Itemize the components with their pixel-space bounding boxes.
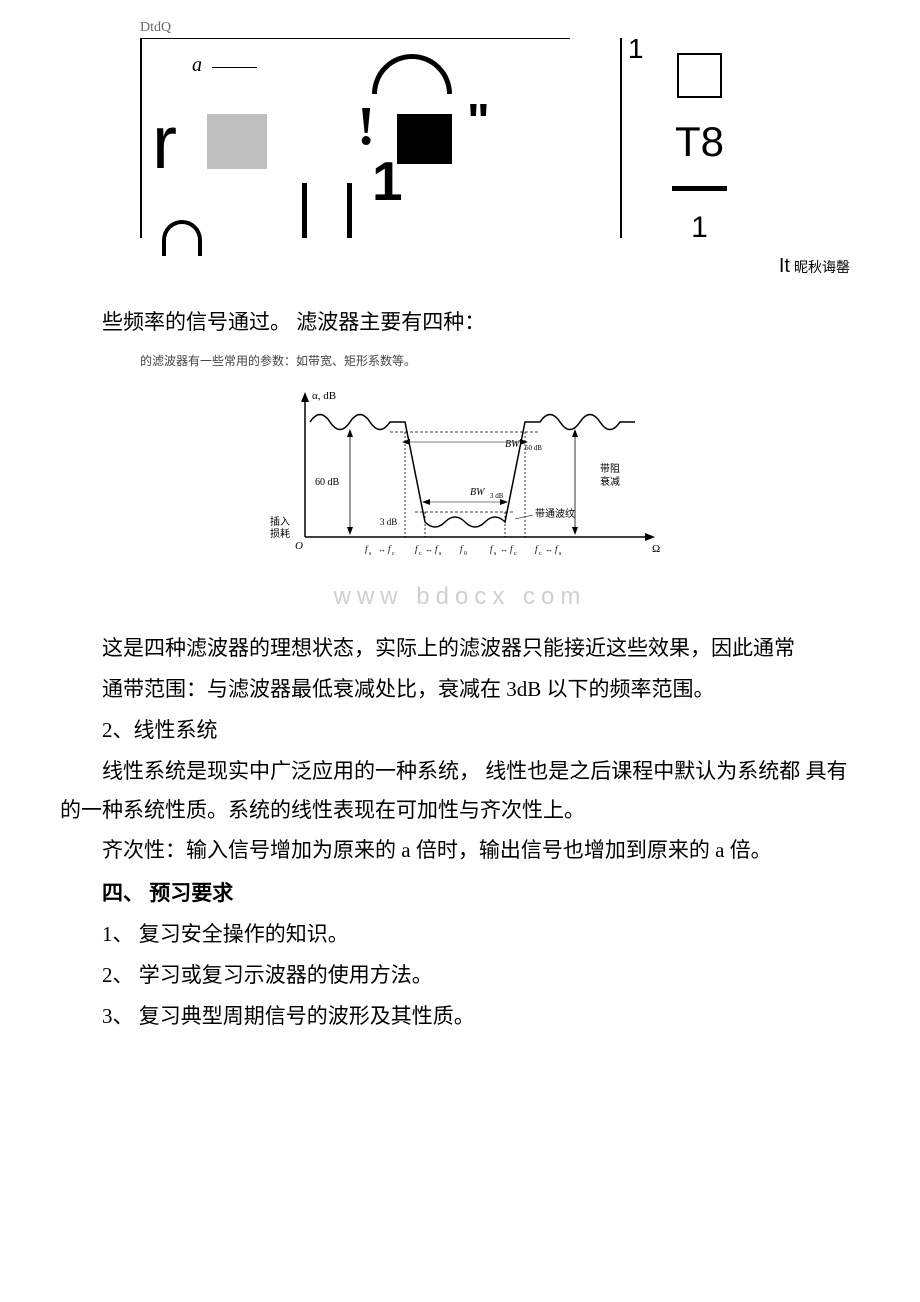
svg-text:s: s — [494, 551, 497, 557]
list-item-3: 3、 复习典型周期信号的波形及其性质。 — [60, 997, 860, 1036]
thick-hline — [672, 186, 727, 191]
watermark-row: It 昵秋诲罄 — [60, 255, 850, 278]
chart-3db-label: 3 dB — [380, 517, 397, 527]
side-one: 1 — [691, 211, 708, 245]
svg-text:3 dB: 3 dB — [490, 492, 504, 500]
list-item-2: 2、 学习或复习示波器的使用方法。 — [60, 956, 860, 995]
paragraph-1: 些频率的信号通过。 滤波器主要有四种： — [60, 303, 860, 342]
diagram-label: DtdQ — [140, 20, 860, 36]
svg-text:↔: ↔ — [425, 545, 433, 554]
section-heading-4: 四、 预习要求 — [60, 874, 860, 913]
chart-xlabel: Ω — [652, 543, 660, 555]
right-one: 1 — [628, 33, 644, 65]
t8-label: T8 — [675, 118, 724, 166]
arc-shape — [372, 54, 452, 94]
symbol-one: 1 — [372, 149, 403, 213]
paragraph-2: 这是四种滤波器的理想状态，实际上的滤波器只能接近这些效果，因此通常 — [60, 629, 860, 668]
filter-chart-svg: α, dB Ω 插入 损耗 O 60 dB 3 dB — [250, 377, 670, 567]
small-note: 的滤波器有一些常用的参数：如带宽、矩形系数等。 — [140, 350, 860, 372]
chart-bw3-label: BW — [470, 487, 486, 498]
body-text: 些频率的信号通过。 滤波器主要有四种： 的滤波器有一些常用的参数：如带宽、矩形系… — [60, 303, 860, 1036]
svg-text:O: O — [295, 540, 303, 552]
symbol-quote: " — [467, 94, 490, 149]
center-watermark: www bdocx com — [60, 575, 860, 619]
a-line — [212, 67, 257, 68]
svg-text:s: s — [439, 551, 442, 557]
paragraph-3: 通带范围：与滤波器最低衰减处比，衰减在 3dB 以下的频率范围。 — [60, 670, 860, 709]
gray-square — [207, 114, 267, 169]
chart-left-label-1: 插入 — [270, 515, 290, 528]
filter-diagram: α, dB Ω 插入 损耗 O 60 dB 3 dB — [60, 377, 860, 580]
svg-text:0: 0 — [464, 551, 467, 557]
symbol-excl: ! — [357, 94, 375, 157]
svg-text:c: c — [539, 551, 542, 557]
svg-text:s: s — [369, 551, 372, 557]
svg-text:60 dB: 60 dB — [525, 444, 542, 452]
side-panel: T8 1 — [672, 38, 727, 245]
chart-60db-label: 60 dB — [315, 477, 340, 488]
svg-text:↔: ↔ — [500, 545, 508, 554]
symbol-r: r — [152, 99, 177, 185]
watermark-it: It — [779, 255, 790, 277]
top-diagram-container: a r ! " 1 1 T8 1 — [140, 38, 860, 245]
a-label: a — [192, 54, 202, 77]
chart-left-label-2: 损耗 — [270, 527, 290, 540]
chart-stopband-label-2: 衰减 — [600, 475, 620, 488]
diagram-box: a r ! " 1 — [140, 38, 570, 238]
empty-square-icon — [677, 53, 722, 98]
svg-text:c: c — [392, 551, 395, 557]
svg-text:↔: ↔ — [545, 545, 553, 554]
watermark-cn: 昵秋诲罄 — [794, 261, 850, 276]
svg-text:s: s — [559, 551, 562, 557]
paragraph-5: 线性系统是现实中广泛应用的一种系统， 线性也是之后课程中默认为系统都 具有的一种… — [60, 752, 860, 830]
paragraph-4: 2、线性系统 — [60, 711, 860, 750]
small-arc — [162, 220, 202, 256]
u-shape — [302, 183, 352, 238]
list-item-1: 1、 复习安全操作的知识。 — [60, 915, 860, 954]
chart-stopband-label-1: 带阻 — [600, 463, 620, 475]
right-vline: 1 — [620, 38, 622, 238]
svg-text:↔: ↔ — [378, 545, 386, 554]
svg-text:c: c — [419, 551, 422, 557]
chart-bw60-label: BW — [505, 439, 521, 450]
chart-ripple-label: 带通波纹 — [535, 507, 575, 520]
svg-text:c: c — [514, 551, 517, 557]
paragraph-6: 齐次性：输入信号增加为原来的 a 倍时，输出信号也增加到原来的 a 倍。 — [60, 831, 860, 870]
black-square — [397, 114, 452, 164]
filter-response-curve — [310, 415, 635, 528]
chart-ylabel: α, dB — [312, 390, 336, 402]
